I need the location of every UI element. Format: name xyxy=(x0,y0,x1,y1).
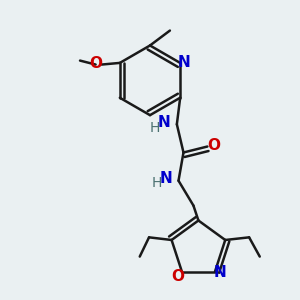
Text: H: H xyxy=(150,121,160,135)
Text: N: N xyxy=(178,56,190,70)
Text: N: N xyxy=(160,170,172,185)
Text: N: N xyxy=(157,115,170,130)
Text: O: O xyxy=(207,138,220,153)
Text: H: H xyxy=(152,176,162,190)
Text: O: O xyxy=(171,269,184,284)
Text: O: O xyxy=(89,56,102,71)
Text: N: N xyxy=(214,265,226,280)
